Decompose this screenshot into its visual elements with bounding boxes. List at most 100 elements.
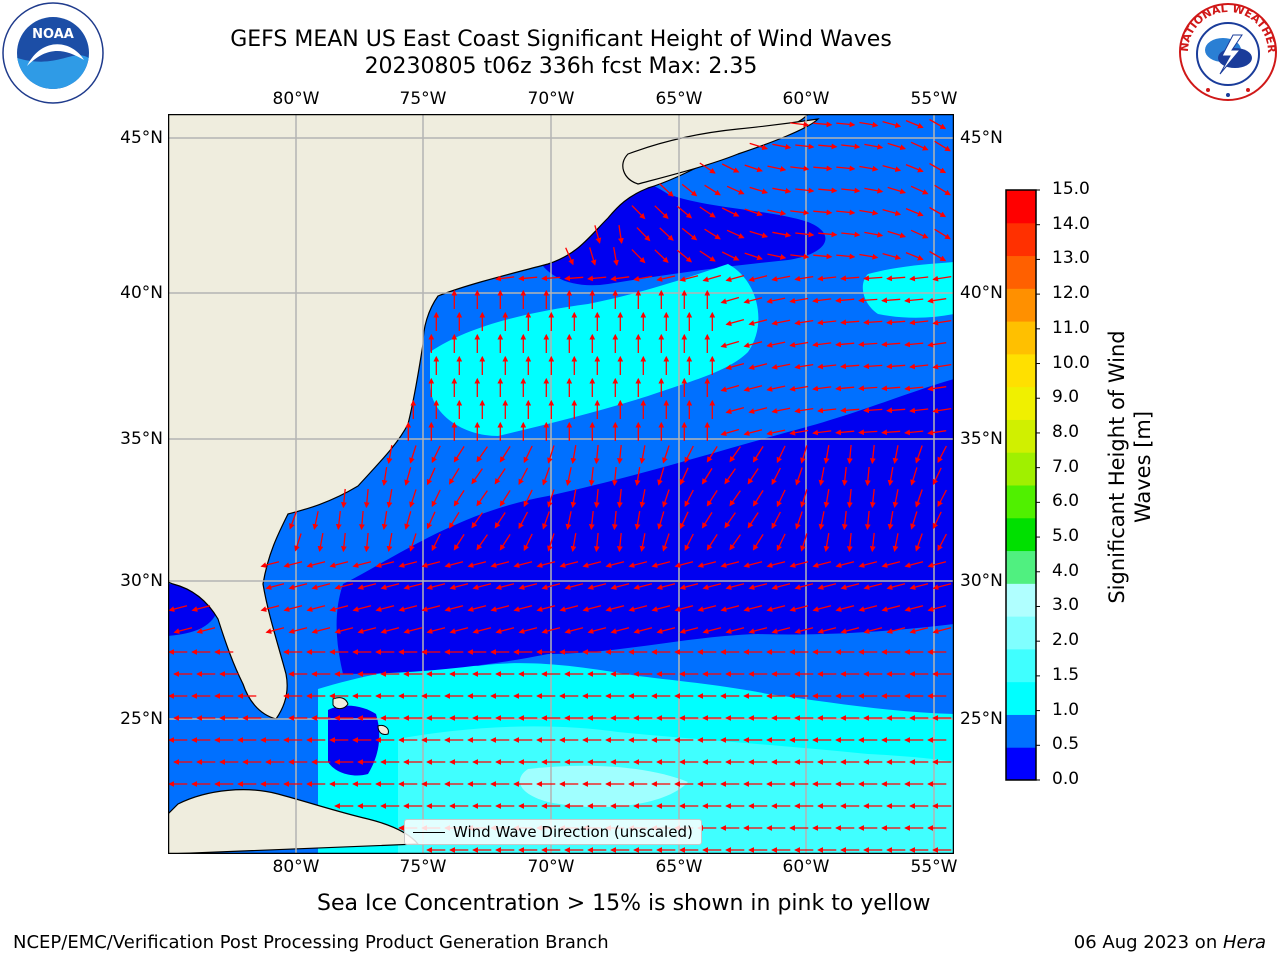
wave-direction-arrow [927,429,947,436]
colorbar-tick-label: 0.0 [1052,769,1080,789]
wave-direction-arrow [720,296,740,305]
wave-direction-arrow [656,275,676,282]
wave-direction-arrow [817,583,837,590]
land-bahamas [332,697,389,735]
wave-direction-arrow [887,466,894,487]
wave-direction-arrow [431,445,441,464]
wave-direction-arrow [547,489,555,508]
wave-direction-arrow [835,605,855,612]
wave-direction-arrow [789,297,809,304]
wave-direction-arrow [559,561,579,568]
colorbar [1005,189,1040,781]
wave-direction-arrow [915,445,923,464]
wave-direction-arrow [701,512,713,529]
wave-direction-arrow [790,253,810,260]
colorbar-title: Significant Height of Wind Waves [m] [1104,295,1156,640]
wave-direction-arrow [421,561,441,568]
wave-direction-arrow [725,583,745,590]
colorbar-segment [1006,353,1036,388]
wave-direction-arrow [744,252,763,261]
wave-direction-arrow [790,209,810,216]
wave-direction-arrow [495,583,515,590]
wave-direction-arrow [726,185,745,195]
wave-direction-arrow [681,183,698,197]
wave-direction-arrow [536,561,556,568]
wave-direction-arrow [706,534,718,551]
wave-direction-arrow [836,209,856,216]
wave-direction-arrow [776,489,786,508]
wave-direction-arrow [725,362,745,370]
wave-direction-arrow [910,467,918,486]
wave-direction-arrow [582,605,602,612]
wave-direction-arrow [887,142,907,151]
wave-direction-arrow [588,467,595,487]
wave-direction-arrow [168,605,188,612]
wave-direction-arrow [858,429,878,436]
graticule [168,114,954,854]
wave-direction-arrow [409,533,417,552]
wave-direction-arrow [840,275,860,282]
wave-direction-arrow [725,627,745,634]
ocean-band-0-0-5-central [336,379,954,674]
wave-direction-arrow [772,187,792,194]
wave-direction-arrow [380,627,400,634]
wave-direction-arrow [363,488,370,509]
wave-direction-arrow [812,429,832,436]
wave-direction-arrow [720,605,740,612]
wave-direction-arrow [772,231,792,238]
wave-direction-arrow [636,227,651,242]
wave-direction-arrow [747,468,759,485]
wave-direction-arrow [398,561,418,568]
wave-direction-arrow [892,489,899,508]
wave-direction-arrow [812,341,832,348]
wave-direction-arrow [859,253,879,260]
lon-label-top: 75°W [399,89,447,109]
wave-direction-arrow [639,489,646,508]
colorbar-segment [1006,550,1036,584]
wave-direction-arrow [937,445,947,464]
wave-direction-arrow [869,488,876,509]
colorbar-tick-label: 6.0 [1052,491,1080,512]
wave-direction-arrow [605,605,625,612]
wave-direction-arrow [654,205,669,220]
wave-direction-arrow [772,143,792,150]
wave-direction-arrow [864,143,884,150]
wave-direction-arrow [904,297,924,304]
land-nova-scotia [622,118,820,185]
footer-date-text: 06 Aug 2023 on [1073,932,1223,953]
wave-direction-arrow [904,341,924,348]
wave-direction-arrow [909,627,929,634]
wave-direction-arrow [679,467,689,486]
wave-direction-arrow [674,605,694,612]
wave-direction-arrow [840,407,860,414]
noaa-logo: NOAA [2,2,104,104]
wave-direction-arrow [817,627,837,634]
colorbar-segment [1006,321,1036,355]
wave-direction-arrow [887,186,907,195]
wave-direction-arrow [789,429,809,436]
wave-direction-arrow [587,583,607,590]
wave-direction-arrow [813,209,833,216]
wave-direction-arrow [594,225,602,244]
wave-direction-arrow [704,184,721,196]
colorbar-segment [1006,616,1036,650]
wave-direction-arrow [882,120,902,128]
wave-direction-arrow [752,490,764,507]
wave-direction-arrow [340,532,347,553]
wave-direction-arrow [656,583,676,590]
wave-direction-arrow [835,385,855,392]
lon-label-top: 80°W [272,89,320,109]
ocean-band-2-0-3-0-south [519,765,688,808]
colorbar-segment [1006,255,1036,289]
wave-direction-arrow [932,583,952,590]
wave-direction-arrow [794,319,814,326]
wave-direction-arrow [329,605,349,612]
footer-date: 06 Aug 2023 on Hera [1074,932,1266,954]
wave-direction-arrow [864,510,871,531]
lat-label-right: 40°N [960,283,1003,303]
wave-direction-arrow [744,208,763,217]
wave-direction-arrow [905,163,924,173]
wave-direction-arrow [858,385,878,392]
wave-direction-arrow [887,510,894,531]
colorbar-segment [1006,288,1036,322]
